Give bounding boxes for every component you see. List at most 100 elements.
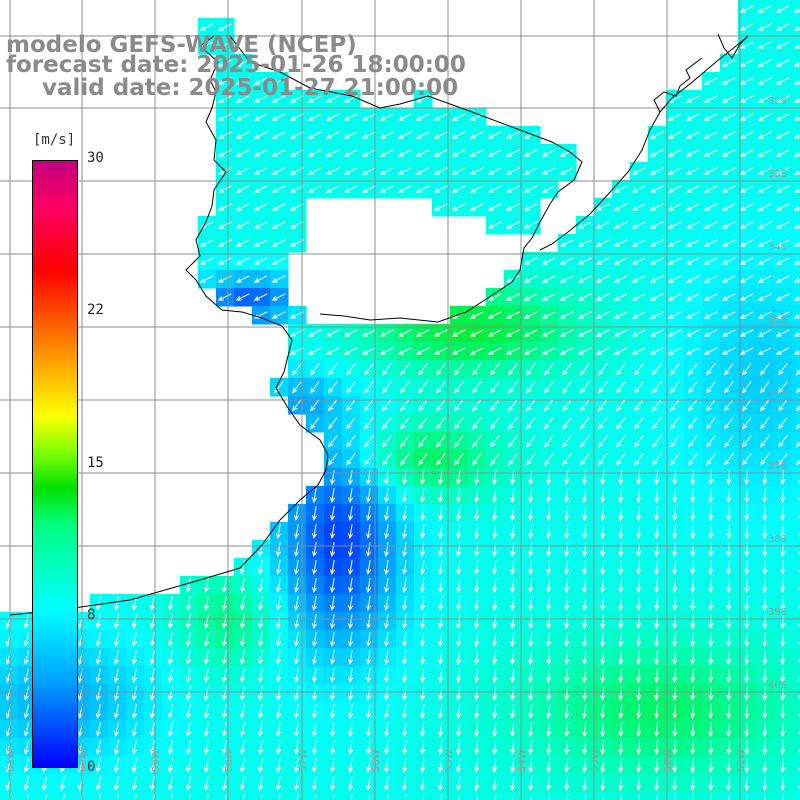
wind-arrow — [636, 649, 642, 666]
speed-cell — [792, 180, 800, 199]
wind-arrow — [793, 43, 800, 49]
wind-arrow — [505, 275, 520, 283]
wind-arrow — [62, 794, 66, 800]
wind-arrow — [564, 667, 570, 684]
wind-arrow — [654, 667, 660, 684]
wind-arrow — [490, 453, 500, 466]
speed-cell — [792, 612, 800, 631]
wind-arrow — [685, 203, 700, 211]
wind-arrow — [420, 668, 426, 684]
wind-arrow — [296, 794, 299, 800]
wind-arrow — [690, 541, 696, 558]
wind-arrow — [472, 399, 482, 412]
wind-arrow — [613, 275, 628, 283]
wind-arrow — [636, 667, 642, 684]
wind-arrow — [582, 685, 588, 702]
wind-arrow — [634, 381, 644, 394]
wind-arrow — [618, 631, 624, 648]
wind-arrow — [343, 113, 358, 121]
wind-arrow — [546, 757, 552, 774]
wind-arrow — [131, 614, 137, 629]
wind-arrow — [289, 347, 304, 355]
wind-arrow — [618, 775, 624, 792]
wind-arrow — [634, 435, 644, 448]
speed-cell — [792, 630, 800, 649]
wind-arrow — [487, 167, 502, 175]
wind-arrow — [510, 505, 516, 522]
wind-arrow — [420, 578, 426, 594]
wind-arrow — [577, 311, 592, 319]
wind-arrow — [329, 740, 336, 756]
wind-arrow — [217, 203, 232, 211]
wind-arrow — [526, 381, 536, 394]
wind-arrow — [685, 257, 700, 265]
wind-arrow — [239, 668, 246, 684]
wind-arrow — [365, 542, 372, 558]
wind-arrow — [365, 470, 372, 486]
wind-arrow — [798, 749, 800, 754]
wind-arrow — [436, 381, 446, 394]
wind-arrow — [631, 185, 646, 193]
wind-arrow — [311, 560, 318, 576]
wind-arrow — [793, 223, 800, 229]
wind-arrow — [239, 740, 246, 756]
wind-arrow — [346, 399, 356, 412]
wind-arrow — [631, 275, 646, 283]
wind-arrow — [793, 25, 800, 31]
wind-arrow — [775, 95, 790, 103]
wind-arrow — [685, 239, 700, 247]
wind-arrow — [364, 417, 374, 430]
wind-arrow — [757, 95, 772, 103]
wind-arrow — [780, 649, 786, 666]
wind-arrow — [420, 596, 426, 612]
wind-arrow — [433, 185, 448, 193]
wind-arrow — [775, 41, 790, 49]
wind-arrow — [59, 776, 66, 791]
wind-arrow — [577, 257, 592, 265]
wind-arrow — [239, 596, 246, 612]
wind-arrow — [382, 417, 392, 430]
wind-arrow — [566, 793, 569, 800]
speed-cell — [792, 594, 800, 613]
wind-arrow — [365, 560, 372, 576]
wind-arrow — [510, 757, 516, 774]
wind-arrow — [149, 632, 156, 647]
wind-arrow — [744, 541, 750, 558]
wind-arrow — [667, 311, 682, 319]
wind-arrow — [415, 131, 430, 139]
wind-arrow — [721, 113, 736, 121]
wind-arrow — [726, 703, 732, 720]
wind-arrow — [739, 113, 754, 121]
wind-arrow — [329, 632, 336, 648]
wind-arrow — [798, 551, 800, 556]
wind-arrow — [454, 399, 464, 412]
wind-arrow — [616, 453, 626, 466]
wind-arrow — [328, 417, 338, 430]
wind-arrow — [329, 560, 336, 576]
wind-arrow — [708, 721, 714, 738]
wind-arrow — [492, 775, 498, 792]
wind-arrow — [708, 487, 714, 504]
wind-arrow — [757, 113, 772, 121]
wind-arrow — [438, 487, 444, 504]
wind-arrow — [744, 685, 750, 702]
wind-arrow — [649, 185, 664, 193]
wind-arrow — [203, 578, 210, 593]
wind-arrow — [253, 149, 268, 157]
wind-arrow — [95, 596, 102, 611]
wind-arrow — [780, 631, 786, 648]
wind-arrow — [365, 686, 372, 702]
wind-arrow — [703, 239, 718, 247]
wind-arrow — [672, 667, 678, 684]
wind-arrow — [402, 632, 408, 648]
wind-arrow — [383, 524, 390, 540]
wind-arrow — [257, 614, 264, 630]
wind-arrow — [775, 239, 790, 247]
wind-arrow — [762, 487, 768, 504]
wind-arrow — [383, 488, 390, 504]
wind-arrow — [474, 721, 480, 738]
wind-arrow — [703, 329, 718, 337]
wind-arrow — [780, 505, 786, 522]
wind-arrow — [438, 559, 444, 576]
wind-arrow — [564, 595, 570, 612]
